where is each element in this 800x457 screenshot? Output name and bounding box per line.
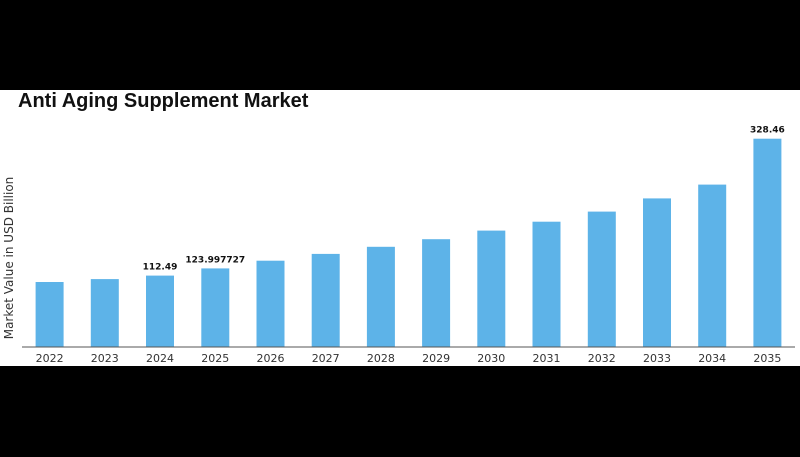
bars-group [35,138,782,347]
bar-2032 [587,211,616,347]
data-label-2025: 123.997727 [185,255,245,265]
bar-2023 [90,279,119,347]
bar-2030 [477,230,506,347]
x-tick-label-2023: 2023 [91,352,119,365]
x-tick-label-2026: 2026 [257,352,285,365]
x-tick-label-2028: 2028 [367,352,395,365]
x-tick-label-2034: 2034 [698,352,726,365]
bar-2022 [35,282,64,347]
data-label-2035: 328.46 [750,126,785,136]
labels-group: 2022 2023 2024 112.49 2025 123.997727 2026 2027… [36,126,785,365]
data-label-2024: 112.49 [143,263,178,273]
x-tick-label-2032: 2032 [588,352,616,365]
chart-title: Anti Aging Supplement Market [18,90,309,112]
bar-2034 [698,184,727,347]
x-tick-label-2027: 2027 [312,352,340,365]
chart-panel: Anti Aging Supplement Market Market Valu… [0,90,800,366]
bar-2031 [532,221,561,347]
bar-chart: 2022 2023 2024 112.49 2025 123.997727 2026 2027… [22,126,795,365]
bar-2029 [422,239,451,347]
bar-2035 [753,138,782,347]
bar-2028 [366,246,395,347]
x-tick-label-2029: 2029 [422,352,450,365]
x-tick-label-2025: 2025 [201,352,229,365]
x-tick-label-2024: 2024 [146,352,174,365]
bar-2033 [643,198,671,347]
bar-2026 [256,260,285,347]
x-tick-label-2031: 2031 [533,352,561,365]
x-tick-label-2033: 2033 [643,352,671,365]
x-tick-label-2022: 2022 [36,352,64,365]
bar-2025 [201,268,230,347]
bar-2024 [146,275,174,347]
x-tick-label-2035: 2035 [753,352,781,365]
x-tick-label-2030: 2030 [477,352,505,365]
bar-2027 [311,253,340,347]
